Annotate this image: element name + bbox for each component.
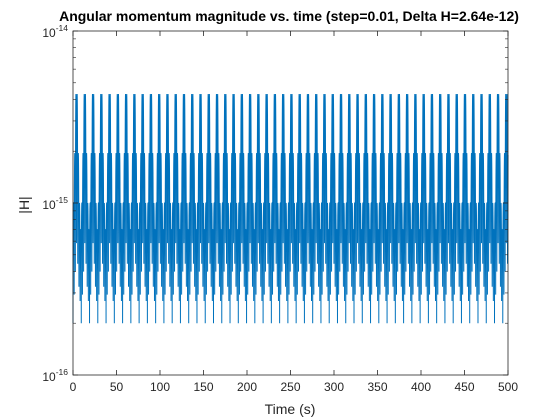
x-tick-label: 300	[324, 380, 344, 394]
x-tick-label: 200	[237, 380, 257, 394]
y-axis-label: |H|	[16, 196, 32, 213]
x-tick-label: 250	[280, 380, 300, 394]
y-tick-base: 10	[42, 26, 56, 40]
x-tick-label: 450	[454, 380, 474, 394]
y-tick-label: 10-15	[42, 195, 68, 212]
x-axis-label: Time (s)	[265, 401, 316, 417]
x-tick-label: 400	[411, 380, 431, 394]
x-tick-label: 500	[498, 380, 518, 394]
y-tick-base: 10	[42, 198, 56, 212]
x-tick-label: 0	[70, 380, 77, 394]
y-tick-exponent: -16	[56, 367, 69, 377]
y-tick-exponent: -15	[56, 195, 69, 205]
x-tick-label: 150	[193, 380, 213, 394]
x-tick-label: 100	[150, 380, 170, 394]
y-tick-label: 10-16	[42, 367, 68, 384]
y-tick-exponent: -14	[56, 23, 69, 33]
x-tick-label: 350	[367, 380, 387, 394]
axes: 0 50 100 150 200 250 300 350 400 450 50010-1610-15…	[42, 23, 518, 394]
series-layer	[72, 93, 509, 324]
series-line	[72, 93, 509, 324]
y-tick-label: 10-14	[42, 23, 68, 40]
x-tick-label: 50	[110, 380, 124, 394]
chart-title: Angular momentum magnitude vs. time (ste…	[59, 8, 519, 24]
y-tick-base: 10	[42, 370, 56, 384]
